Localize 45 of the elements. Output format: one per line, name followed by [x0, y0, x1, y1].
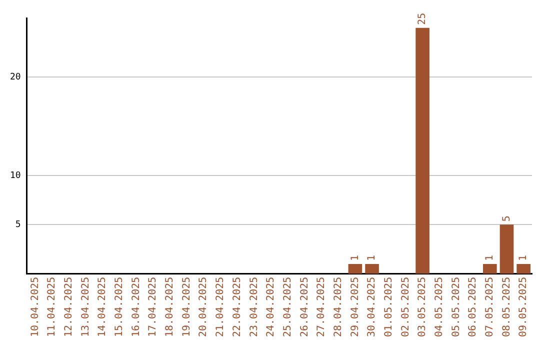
- data-label: 1: [366, 254, 378, 261]
- x-tick-label: 26.04.2025: [299, 276, 310, 338]
- x-tick-label: 08.05.2025: [501, 276, 512, 338]
- bar: [348, 264, 362, 274]
- x-tick-label: 15.04.2025: [114, 276, 126, 338]
- x-tick-label: 05.05.2025: [450, 276, 462, 338]
- bar: [416, 28, 430, 274]
- y-tick-label: 5: [15, 220, 21, 230]
- x-tick-label: 11.04.2025: [46, 276, 58, 338]
- bar: [500, 224, 514, 274]
- data-label: 1: [484, 254, 496, 261]
- x-tick-label: 25.04.2025: [282, 276, 294, 338]
- data-label: 1: [350, 254, 361, 261]
- x-tick-label: 13.04.2025: [80, 276, 92, 338]
- data-label: 5: [501, 216, 512, 222]
- x-tick-label: 16.04.2025: [130, 276, 142, 338]
- x-tick-label: 09.05.2025: [518, 276, 530, 338]
- x-tick-label: 29.04.2025: [350, 276, 361, 338]
- x-tick-label: 24.04.2025: [266, 276, 277, 338]
- data-label: 25: [417, 12, 428, 25]
- bar: [365, 264, 379, 274]
- x-tick-label: 27.04.2025: [316, 276, 328, 338]
- y-tick-label: 20: [10, 72, 21, 82]
- bar: [483, 264, 497, 274]
- x-tick-label: 28.04.2025: [332, 276, 344, 338]
- x-tick-label: 22.04.2025: [232, 276, 243, 338]
- x-tick-label: 12.04.2025: [64, 276, 75, 338]
- x-tick-label: 14.04.2025: [97, 276, 108, 338]
- x-tick-label: 03.05.2025: [417, 276, 428, 338]
- x-tick-label: 20.04.2025: [198, 276, 210, 338]
- x-tick-label: 30.04.2025: [366, 276, 378, 338]
- x-tick-label: 01.05.2025: [383, 276, 394, 338]
- x-tick-label: 04.05.2025: [434, 276, 445, 338]
- x-tick-label: 19.04.2025: [181, 276, 192, 338]
- x-tick-label: 17.04.2025: [148, 276, 159, 338]
- x-tick-label: 23.04.2025: [248, 276, 260, 338]
- x-tick-label: 02.05.2025: [400, 276, 412, 338]
- bar: [516, 264, 530, 274]
- x-tick-label: 21.04.2025: [215, 276, 226, 338]
- x-tick-label: 18.04.2025: [164, 276, 176, 338]
- x-tick-label: 06.05.2025: [468, 276, 479, 338]
- x-tick-label: 07.05.2025: [484, 276, 496, 338]
- y-tick-label: 10: [10, 170, 21, 181]
- x-tick-label: 10.04.2025: [30, 276, 41, 338]
- data-label: 1: [518, 254, 530, 261]
